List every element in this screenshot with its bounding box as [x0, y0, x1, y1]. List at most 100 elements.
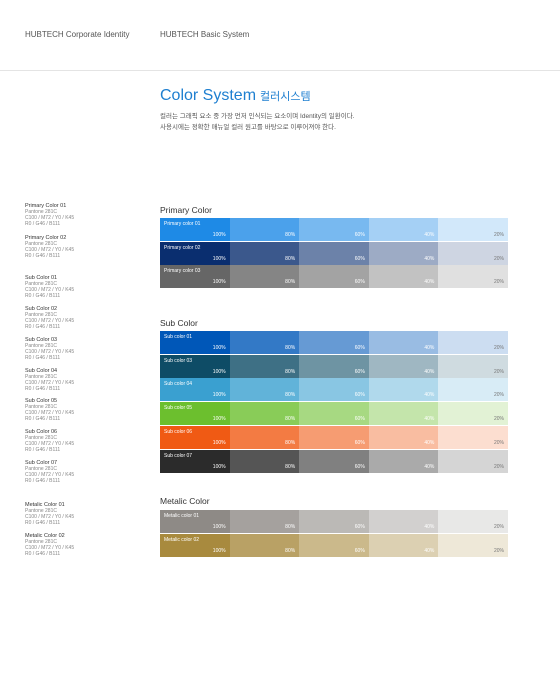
- tint-label: 100%: [212, 255, 226, 262]
- spec-line: R0 / G46 / B111: [25, 293, 61, 299]
- swatch-fill: [438, 425, 508, 449]
- tint-label: 20%: [493, 279, 504, 286]
- tint-label: 20%: [493, 368, 504, 375]
- swatch-fill: [160, 425, 230, 449]
- swatch-fill: [368, 533, 439, 557]
- spec-line: R0 / G46 / B111: [25, 355, 61, 361]
- swatch: 40%: [368, 354, 439, 378]
- tint-label: 60%: [354, 463, 365, 470]
- swatch-fill: [160, 378, 230, 402]
- swatch: 60%: [299, 449, 369, 473]
- tint-label: 60%: [354, 255, 365, 262]
- spec-line: C100 / M72 / Y0 / K45: [25, 287, 75, 293]
- swatch-label: Sub color 01: [164, 334, 193, 340]
- swatch: 60%: [299, 533, 369, 557]
- swatch-fill: [438, 378, 508, 402]
- swatch: 80%: [229, 331, 300, 354]
- tint-label: 100%: [212, 368, 226, 375]
- tint-label: 20%: [493, 547, 504, 554]
- swatch-fill: [368, 449, 439, 473]
- spec: Sub Color 05 Pantone 281C C100 / M72 / Y0 …: [25, 398, 74, 422]
- tint-label: 100%: [212, 279, 226, 286]
- description: 컬러는 그래픽 요소 중 가장 먼저 인식되는 요소이며 Identity의 일…: [160, 113, 355, 120]
- swatch-fill: [368, 331, 439, 354]
- spec-line: R0 / G46 / B111: [25, 520, 61, 526]
- tint-label: 20%: [493, 416, 504, 423]
- spec-line: C100 / M72 / Y0 / K45: [25, 514, 75, 520]
- swatch: 80%: [229, 510, 300, 533]
- tint-label: 40%: [424, 392, 435, 399]
- spec-line: Pantone 281C: [25, 539, 57, 545]
- swatch-fill: [299, 449, 369, 473]
- swatch-fill: [160, 510, 230, 533]
- swatch-fill: [229, 449, 300, 473]
- spec-line: Pantone 281C: [25, 435, 57, 441]
- spec-line: Pantone 281C: [25, 312, 57, 318]
- swatch: 40%: [368, 331, 439, 354]
- spec-line: R0 / G46 / B111: [25, 386, 61, 392]
- tint-label: 80%: [285, 368, 296, 375]
- swatch-fill: [299, 533, 369, 557]
- swatch: 60%: [299, 241, 369, 265]
- tint-label: 60%: [354, 392, 365, 399]
- spec-line: C100 / M72 / Y0 / K45: [25, 545, 75, 551]
- title-korean: 컬러시스템: [260, 91, 311, 103]
- swatch-fill: [229, 402, 300, 426]
- spec-line: C100 / M72 / Y0 / K45: [25, 380, 75, 386]
- swatch: 60%: [299, 378, 369, 402]
- swatch: 20%: [438, 533, 508, 557]
- spec: Primary Color 02 Pantone 281C C100 / M72 /…: [25, 235, 74, 259]
- tint-label: 20%: [493, 439, 504, 446]
- tint-label: 100%: [212, 416, 226, 423]
- tint-label: 20%: [493, 345, 504, 351]
- swatch-fill: [368, 241, 439, 265]
- spec: Metalic Color 01 Pantone 281C C100 / M72 /…: [25, 502, 74, 526]
- tint-label: 100%: [212, 232, 226, 238]
- spec-line: R0 / G46 / B111: [25, 416, 61, 422]
- swatch: 20%: [438, 510, 508, 533]
- swatch-fill: [229, 218, 300, 241]
- swatch-label: Sub color 04: [164, 381, 193, 388]
- spec-name: Metalic Color 01: [25, 502, 65, 508]
- swatch-fill: [229, 533, 300, 557]
- section-heading: Sub Color: [160, 318, 198, 328]
- spec-line: C100 / M72 / Y0 / K45: [25, 349, 75, 355]
- tint-label: 40%: [424, 547, 435, 554]
- spec-name: Sub Color 05: [25, 398, 58, 404]
- swatch: 40%: [368, 425, 439, 449]
- spec-name: Sub Color 01: [25, 275, 58, 281]
- title-main: Color System: [160, 87, 257, 104]
- color-row: 100% Sub color 06 80% 60% 40% 20%: [160, 425, 508, 449]
- color-row: 100% Sub color 01 80% 60% 40% 20%: [160, 331, 508, 354]
- color-row: 100% Sub color 07 80% 60% 40% 20%: [160, 449, 508, 473]
- spec-line: C100 / M72 / Y0 / K45: [25, 318, 75, 324]
- swatch: 60%: [299, 218, 369, 241]
- swatch-fill: [229, 378, 300, 402]
- swatch-fill: [299, 265, 369, 289]
- swatch-fill: [160, 218, 230, 241]
- swatch-fill: [438, 218, 508, 241]
- tint-label: 80%: [285, 547, 296, 554]
- tint-label: 60%: [354, 232, 365, 238]
- spec-name: Sub Color 07: [25, 460, 58, 466]
- tint-label: 80%: [285, 439, 296, 446]
- tint-label: 100%: [212, 463, 226, 470]
- spec-name: Primary Color 02: [25, 235, 67, 241]
- tint-label: 100%: [212, 345, 226, 351]
- color-row: 100% Primary color 03 80% 60% 40% 20%: [160, 265, 508, 289]
- swatch: 100% Sub color 03: [160, 354, 230, 378]
- tint-label: 100%: [212, 439, 226, 446]
- swatch: 40%: [368, 378, 439, 402]
- tint-label: 80%: [285, 345, 296, 351]
- swatch: 40%: [368, 533, 439, 557]
- swatch-fill: [229, 354, 300, 378]
- tint-label: 60%: [354, 416, 365, 423]
- swatch-fill: [438, 354, 508, 378]
- swatch: 20%: [438, 425, 508, 449]
- swatch: 40%: [368, 265, 439, 289]
- swatch: 80%: [229, 354, 300, 378]
- swatch: 100% Metalic color 01: [160, 510, 230, 533]
- spec-line: C100 / M72 / Y0 / K45: [25, 410, 75, 416]
- spec-name: Sub Color 03: [25, 337, 58, 343]
- tint-label: 100%: [212, 392, 226, 399]
